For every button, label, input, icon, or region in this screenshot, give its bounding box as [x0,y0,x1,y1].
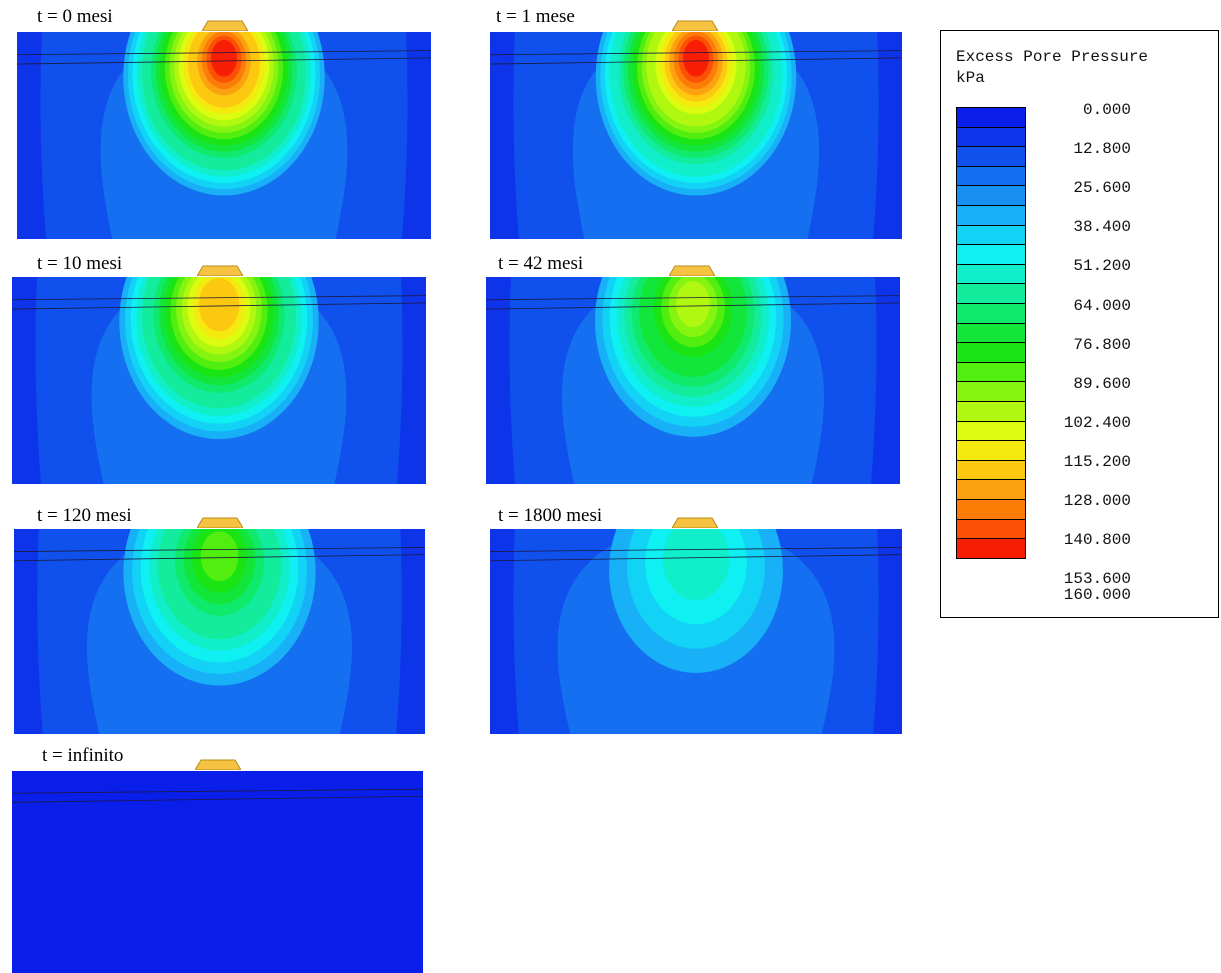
side-band-left [490,529,519,734]
legend-swatch [956,459,1026,481]
pressure-contour [663,529,729,601]
pressure-contour [204,283,234,324]
pore-pressure-field [486,277,900,484]
legend-swatch [956,244,1026,265]
soil-layer-line [490,547,902,552]
soil-layer-line [14,547,425,552]
legend-swatch [956,381,1026,402]
legend-swatch [956,263,1026,285]
legend-swatch [956,342,1026,363]
pore-pressure-field [12,277,426,484]
soil-layer-line [12,788,423,794]
panel-title: t = infinito [42,745,124,766]
soil-layer-line [486,302,900,310]
panel-title: t = 42 mesi [498,253,584,274]
legend-label: 89.600 [1073,374,1131,393]
pore-pressure-field [12,771,423,973]
legend-label: 38.400 [1073,218,1131,237]
pressure-contour [200,531,239,582]
panel-title: t = 1800 mesi [498,505,603,526]
legend-swatch [956,538,1026,559]
legend-swatch [956,322,1026,344]
embankment-shape [195,759,241,770]
soil-layer-line [486,295,900,301]
legend-label: 115.200 [1063,452,1131,471]
soil-layer-line [14,554,425,562]
legend-label: 140.800 [1063,531,1131,550]
legend-label: 0.000 [1082,101,1131,119]
embankment-shape [672,20,718,31]
legend-swatch [956,479,1026,500]
embankment-shape [669,265,715,276]
pore-pressure-field [17,32,431,239]
side-band-left [12,277,41,484]
legend-swatch [956,401,1026,422]
side-band-right [397,277,426,484]
legend-swatch [956,499,1026,520]
legend-label: 25.600 [1073,179,1131,198]
side-band-right [402,32,431,239]
pressure-contour [211,39,237,77]
legend-swatch [956,224,1026,246]
legend-label: 12.800 [1073,140,1131,159]
pore-pressure-field [490,529,902,734]
pore-pressure-field [14,529,425,734]
soil-layer-line [490,554,902,562]
soil-layer-line [17,57,431,65]
legend-swatch [956,185,1026,206]
legend-unit: kPa [956,69,985,87]
legend-swatch [956,518,1026,540]
soil-layer-line [12,295,426,301]
pressure-contour [675,281,711,328]
side-band-left [14,529,43,734]
legend-swatch [956,283,1026,304]
legend-label: 102.400 [1063,413,1131,432]
embankment-shape [672,517,718,528]
embankment-shape [197,517,243,528]
soil-layer-line [490,50,902,56]
legend-label: 51.200 [1073,257,1131,276]
legend-swatch [956,420,1026,442]
pore-pressure-field [490,32,902,239]
legend-swatch [956,146,1026,167]
color-legend: Excess Pore Pressure kPa 0.000 12.800 25.6… [940,30,1219,618]
legend-label: 128.000 [1063,492,1131,510]
legend-swatch [956,165,1026,187]
soil-layer-line [12,795,423,803]
legend-label: 153.600 [1063,570,1131,589]
embankment-shape [202,20,248,31]
legend-title: Excess Pore Pressure [956,48,1149,66]
pressure-contour [683,39,709,77]
side-band-right [873,32,902,239]
panel-title: t = 120 mesi [37,505,132,526]
legend-swatch [956,361,1026,383]
legend-swatch [956,303,1026,324]
legend-swatch [956,440,1026,461]
side-band-right [873,529,902,734]
legend-swatch [956,107,1026,128]
legend-label: 76.800 [1073,335,1131,354]
side-band-right [396,529,425,734]
soil-layer-line [17,50,431,56]
side-band-left [17,32,46,239]
legend-swatch [956,205,1026,226]
panel-title: t = 10 mesi [37,253,123,274]
panel-title: t = 1 mese [496,6,575,27]
side-band-left [490,32,519,239]
soil-layer-line [12,302,426,310]
legend-swatch [956,126,1026,148]
soil-layer-line [490,57,902,65]
field-background [12,771,423,973]
legend-label: 160.000 [1063,586,1131,605]
legend-label: 64.000 [1073,296,1131,315]
side-band-left [486,277,515,484]
embankment-shape [197,265,243,276]
side-band-right [871,277,900,484]
panel-title: t = 0 mesi [37,6,113,27]
